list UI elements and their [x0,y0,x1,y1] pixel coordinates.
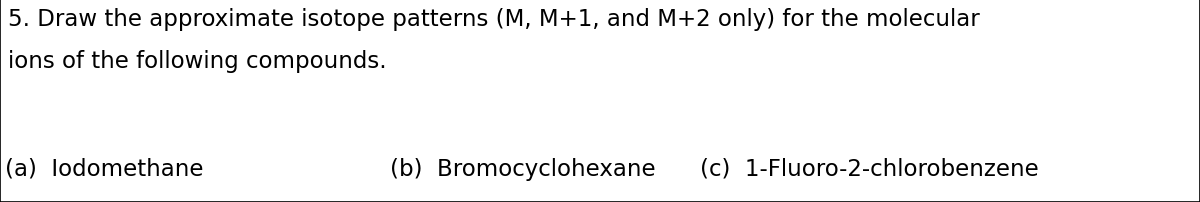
Text: ions of the following compounds.: ions of the following compounds. [8,50,386,73]
Text: (b)  Bromocyclohexane: (b) Bromocyclohexane [390,157,655,180]
Text: 5. Draw the approximate isotope patterns (M, M+1, and M+2 only) for the molecula: 5. Draw the approximate isotope patterns… [8,8,979,31]
Text: (c)  1-Fluoro-2-chlorobenzene: (c) 1-Fluoro-2-chlorobenzene [700,157,1039,180]
Text: (a)  Iodomethane: (a) Iodomethane [5,157,204,180]
